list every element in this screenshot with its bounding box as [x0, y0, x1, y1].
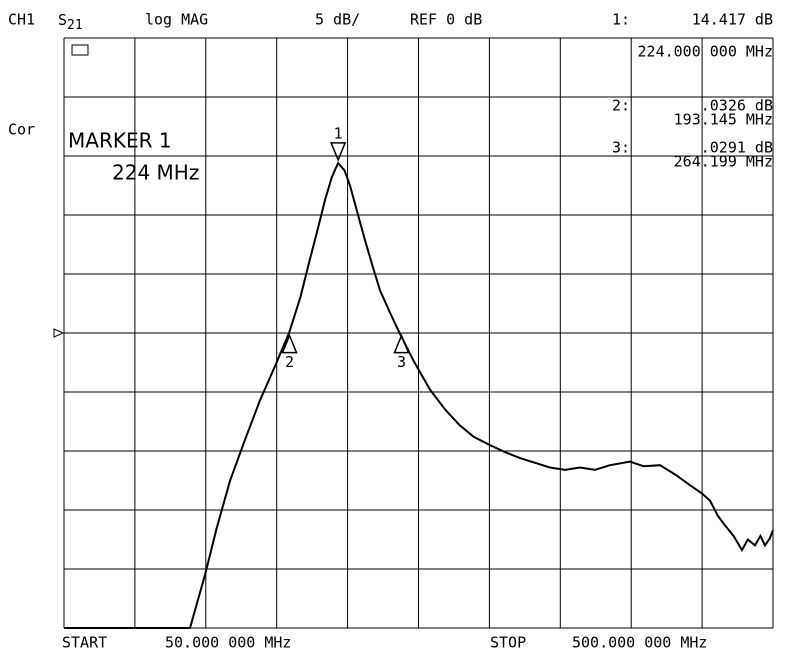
ref-label: REF 0 dB — [410, 11, 482, 29]
marker — [281, 333, 298, 354]
readout-value: 14.417 dB — [692, 11, 773, 29]
parameter-sub: 21 — [67, 18, 83, 33]
channel: CH1 — [8, 11, 35, 29]
readout-index: 2: — [612, 97, 630, 115]
readout-value: .0326 dB — [701, 97, 773, 115]
format: log MAG — [145, 11, 208, 29]
readout-freq: 264.199 MHz — [674, 153, 773, 171]
annotation-title: MARKER 1 — [68, 129, 172, 153]
stop-label: STOP — [490, 634, 526, 652]
ref-pointer — [53, 328, 65, 338]
trace — [64, 161, 774, 629]
start: 50.000 000 MHz — [165, 634, 291, 652]
readout-index: 3: — [612, 139, 630, 157]
parameter-base: S — [58, 11, 67, 29]
marker — [330, 142, 347, 162]
marker-name: 1 — [334, 124, 343, 142]
correction: Cor — [8, 121, 35, 139]
readout-freq: 224.000 000 MHz — [638, 43, 773, 61]
readout-freq: 193.145 MHz — [674, 111, 773, 129]
start-label: START — [62, 634, 107, 652]
scale: 5 dB/ — [315, 11, 360, 29]
marker-name: 2 — [285, 353, 294, 371]
annotation-text: 224 MHz — [112, 161, 199, 185]
marker-name: 3 — [397, 353, 406, 371]
parameter: S21 — [58, 11, 83, 33]
status-icon — [71, 44, 89, 56]
stop: 500.000 000 MHz — [572, 634, 707, 652]
readout-value: .0291 dB — [701, 139, 773, 157]
marker — [393, 333, 410, 354]
readout-index: 1: — [612, 11, 630, 29]
